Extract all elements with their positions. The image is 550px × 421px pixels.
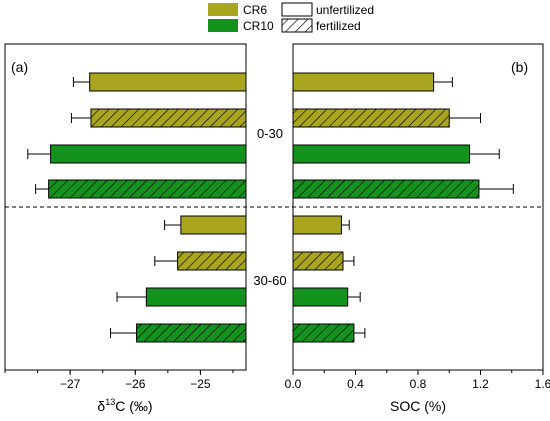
x-tick-label-b-0: 0.0	[285, 377, 302, 391]
legend-label-cr6: CR6	[243, 3, 267, 17]
x-tick-label-b-3: 1.2	[472, 377, 489, 391]
legend-label-fertilized: fertilized	[316, 19, 361, 33]
bar-a-cr10-unfert-0-30	[50, 144, 247, 164]
x-tick-label-a-0: −27	[60, 377, 81, 391]
x-tick-label-a-2: −25	[190, 377, 211, 391]
bar-b-cr10-fert-30-60	[292, 323, 355, 343]
bar-b-cr6-fert-30-60	[292, 251, 344, 271]
bar-a-cr6-unfert-30-60	[180, 215, 247, 235]
bar-b-cr6-unfert-30-60	[292, 215, 342, 235]
x-tick-label-b-2: 0.8	[410, 377, 427, 391]
x-tick-label-b-4: 1.6	[535, 377, 550, 391]
bar-a-cr10-unfert-30-60	[145, 287, 247, 307]
panel-a-bars: −27 −26 −25	[4, 72, 247, 391]
x-tick-label-b-1: 0.4	[347, 377, 364, 391]
bar-b-cr10-fert-0-30	[292, 179, 480, 199]
panel-a-label: (a)	[11, 59, 28, 75]
x-axis-title-a-main: δ	[97, 398, 105, 414]
bar-a-cr6-fert-0-30	[90, 108, 247, 128]
panel-b-label: (b)	[511, 59, 528, 75]
bar-b-cr6-unfert-0-30	[292, 72, 435, 92]
depth-label-30-60: 30-60	[253, 273, 286, 288]
bar-b-cr6-fert-0-30	[292, 108, 450, 128]
legend-swatch-cr6	[208, 3, 238, 16]
x-tick-label-a-1: −26	[125, 377, 146, 391]
bar-a-cr10-fert-0-30	[48, 179, 247, 199]
legend-swatch-fertilized	[281, 18, 313, 33]
bar-a-cr10-fert-30-60	[136, 323, 247, 343]
bar-b-cr10-unfert-0-30	[292, 144, 471, 164]
legend-swatch-unfertilized	[281, 2, 313, 17]
x-axis-title-b: SOC (%)	[390, 398, 446, 414]
legend: CR6 CR10 unfertilized fertilized	[208, 2, 374, 33]
x-axis-title-a-sup: 13	[105, 397, 115, 407]
bar-b-cr10-unfert-30-60	[292, 287, 349, 307]
panel-b-bars: 0.0 0.4 0.8 1.2 1.6	[285, 72, 550, 391]
bar-a-cr6-fert-30-60	[177, 251, 247, 271]
bar-a-cr6-unfert-0-30	[89, 72, 247, 92]
legend-label-unfertilized: unfertilized	[316, 3, 374, 17]
depth-label-0-30: 0-30	[257, 126, 283, 141]
x-axis-title-a: δ13C (‰)	[97, 397, 152, 414]
legend-label-cr10: CR10	[243, 19, 274, 33]
x-axis-title-a-rest: C (‰)	[115, 398, 152, 414]
legend-swatch-cr10	[208, 19, 238, 32]
